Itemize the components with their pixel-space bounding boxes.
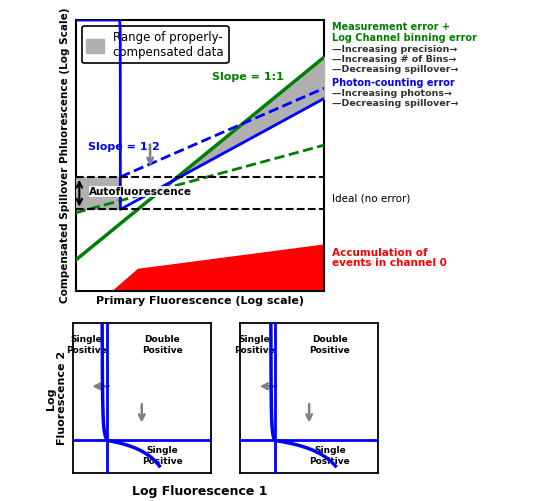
Text: Log Channel binning error: Log Channel binning error — [332, 33, 477, 43]
Text: Measurement error +: Measurement error + — [332, 22, 450, 32]
Text: —Decreasing spillover→: —Decreasing spillover→ — [332, 99, 458, 108]
Text: Autofluorescence: Autofluorescence — [89, 186, 192, 196]
Legend: Range of properly-
compensated data: Range of properly- compensated data — [82, 26, 229, 64]
Text: —Decreasing spillover→: —Decreasing spillover→ — [332, 65, 458, 74]
Y-axis label: Log
Fluorescence 2: Log Fluorescence 2 — [46, 351, 68, 445]
Text: —Increasing # of Bins→: —Increasing # of Bins→ — [332, 55, 456, 64]
Text: Log Fluorescence 1: Log Fluorescence 1 — [132, 485, 267, 498]
Text: Single
Positive: Single Positive — [66, 335, 107, 355]
Text: Photon-counting error: Photon-counting error — [332, 78, 455, 88]
Text: Slope = 1:2: Slope = 1:2 — [88, 142, 160, 152]
Text: Slope = 1:1: Slope = 1:1 — [212, 72, 284, 82]
Text: Single
Positive: Single Positive — [309, 446, 350, 466]
Y-axis label: Compensated Spillover Phluorescence (Log Scale): Compensated Spillover Phluorescence (Log… — [60, 8, 70, 303]
X-axis label: Primary Fluorescence (Log scale): Primary Fluorescence (Log scale) — [96, 296, 304, 306]
Text: Accumulation of: Accumulation of — [332, 247, 428, 258]
Text: Ideal (no error): Ideal (no error) — [332, 193, 410, 203]
Text: Single
Positive: Single Positive — [142, 446, 183, 466]
Text: —Increasing photons→: —Increasing photons→ — [332, 89, 452, 98]
Text: Double
Positive: Double Positive — [309, 335, 350, 355]
Text: events in channel 0: events in channel 0 — [332, 258, 447, 268]
Text: —Increasing precision→: —Increasing precision→ — [332, 45, 457, 54]
Text: Double
Positive: Double Positive — [142, 335, 183, 355]
Text: Single
Positive: Single Positive — [234, 335, 274, 355]
